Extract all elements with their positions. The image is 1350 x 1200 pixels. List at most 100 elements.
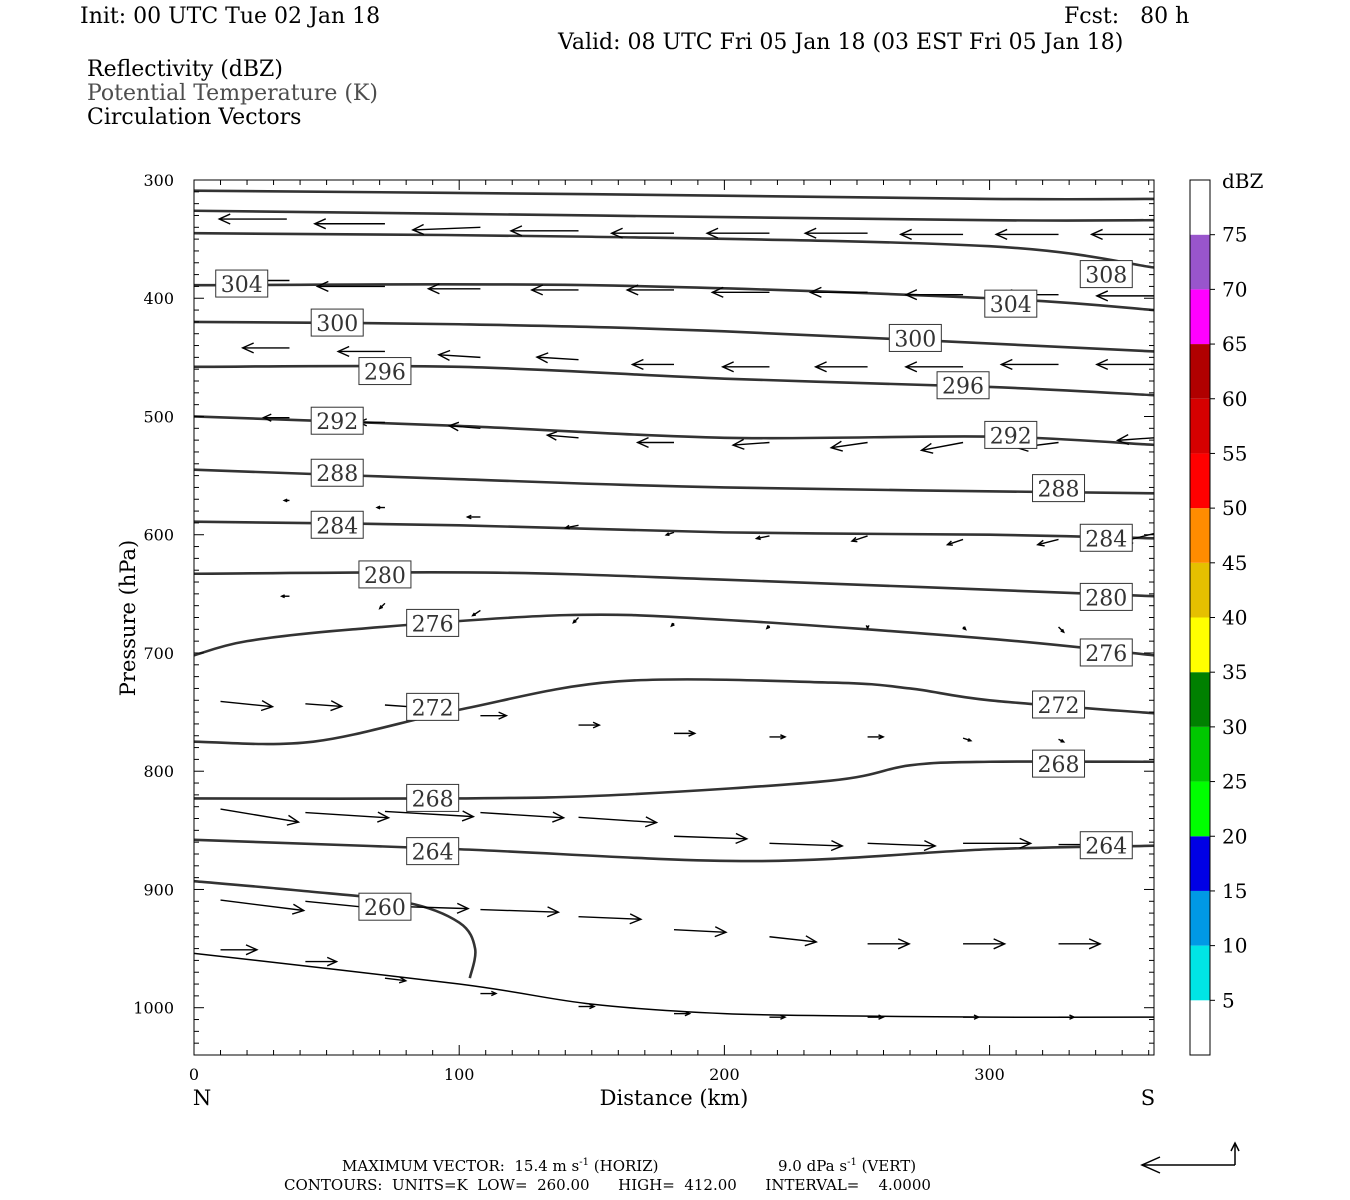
contour-label-text: 308	[1085, 264, 1127, 289]
circulation-vector	[850, 535, 868, 543]
circulation-vector	[754, 535, 770, 541]
vector-head	[688, 729, 697, 737]
circulation-vector	[220, 808, 301, 826]
contour-label-text: 292	[316, 410, 358, 435]
vector-head	[904, 361, 918, 373]
vector-shaft	[438, 354, 481, 359]
contour-label-box	[1079, 831, 1133, 860]
contour-label-276: 276	[406, 608, 460, 637]
tick-layer: 300 400 500 600 700 800 900 1000 0 100 200 300	[133, 171, 1154, 1084]
vector-head	[1115, 434, 1130, 446]
vector-head	[217, 213, 231, 225]
contour-label-box	[1079, 260, 1133, 289]
contour-label-box	[215, 269, 269, 298]
vector-head	[437, 349, 451, 362]
isentrope-276	[194, 613, 1154, 657]
colorbar-swatch	[1190, 289, 1210, 345]
circulation-vector	[465, 514, 481, 520]
footer-vert-vector: 9.0 dPa s-1 (VERT)	[778, 1157, 917, 1175]
contour-label-296: 296	[358, 357, 412, 386]
vector-head	[850, 536, 858, 543]
contour-label-box	[310, 510, 364, 539]
contour-label-272: 272	[406, 692, 460, 721]
contour-label-text: 268	[412, 787, 454, 812]
vector-head	[780, 734, 787, 740]
circulation-vector	[674, 1010, 692, 1017]
circulation-vector	[480, 990, 498, 997]
contour-label-text: 288	[1038, 478, 1080, 503]
contour-label-box	[406, 692, 460, 721]
vector-head	[923, 839, 937, 852]
vector-shaft	[305, 811, 389, 819]
valid-time: Valid: 08 UTC Fri 05 Jan 18 (03 EST Fri …	[558, 30, 1124, 55]
vector-head	[456, 902, 470, 914]
circulation-vector	[813, 361, 868, 373]
vector-head	[803, 227, 817, 239]
vector-head	[465, 514, 472, 520]
circulation-vector	[447, 421, 481, 432]
vector-head	[878, 1014, 885, 1020]
init-time: Init: 00 UTC Tue 02 Jan 18	[80, 4, 381, 29]
vector-head	[552, 811, 566, 823]
circulation-vector	[674, 729, 697, 737]
circulation-vector	[994, 228, 1059, 240]
y-tick-label: 500	[143, 407, 174, 426]
vector-head	[546, 906, 561, 918]
contour-label-300: 300	[888, 323, 942, 352]
colorbar-swatch	[1190, 453, 1210, 509]
contour-label-layer: 3043002962922882842802762722682642603083…	[215, 260, 1133, 921]
vector-shaft	[536, 356, 579, 361]
isentrope-280	[194, 570, 1154, 598]
axis-label-layer: Distance (km) N S Pressure (hPa)	[116, 540, 1155, 1110]
contour-label-text: 284	[316, 514, 358, 539]
isentrope-316	[194, 189, 1154, 201]
vector-shaft	[220, 808, 299, 823]
colorbar-tick-label: 50	[1222, 496, 1247, 520]
vector-shaft	[1117, 437, 1154, 442]
circulation-vector	[769, 839, 844, 852]
contour-label-292: 292	[984, 420, 1038, 449]
circulation-vector	[705, 227, 770, 239]
contour-label-text: 268	[1038, 753, 1080, 778]
colorbar-tick-label: 40	[1222, 606, 1247, 630]
contour-label-box	[310, 406, 364, 435]
isentrope-272	[194, 678, 1154, 746]
circulation-vector	[411, 223, 481, 236]
contour-label-284: 284	[1079, 523, 1133, 552]
colorbar-swatch	[1190, 726, 1210, 782]
contour-label-text: 280	[1085, 586, 1127, 611]
vector-head	[765, 625, 771, 630]
circulation-vector	[625, 284, 674, 296]
vector-head	[664, 532, 670, 536]
x-tick-label: 0	[189, 1065, 199, 1084]
colorbar-tick-label: 55	[1222, 441, 1247, 465]
vector-shaft	[480, 811, 564, 819]
circulation-vector	[769, 1014, 787, 1020]
contour-label-box	[984, 289, 1038, 318]
contour-label-288: 288	[1032, 474, 1086, 503]
circulation-vector	[535, 352, 579, 364]
contour-label-box	[888, 323, 942, 352]
circulation-vector	[1036, 538, 1059, 547]
vector-shaft	[851, 535, 868, 542]
footer-contours: CONTOURS: UNITS=K LOW= 260.00 HIGH= 412.…	[284, 1176, 931, 1194]
vector-shaft	[769, 936, 817, 943]
vector-head	[491, 990, 498, 997]
y-tick-label: 800	[143, 762, 174, 781]
vector-head	[313, 218, 327, 230]
circulation-vector	[904, 361, 964, 373]
circulation-vector	[919, 441, 964, 454]
vector-head	[1019, 837, 1033, 849]
field-label-vectors: Circulation Vectors	[87, 105, 302, 130]
colorbar-tick-label: 70	[1222, 277, 1247, 301]
colorbar-tick-label: 10	[1222, 934, 1247, 958]
circulation-vector	[305, 811, 391, 823]
circulation-vector	[282, 498, 290, 503]
circulation-vector	[480, 906, 561, 918]
vector-head	[878, 734, 885, 740]
colorbar-swatch	[1190, 1000, 1210, 1055]
reference-vector	[1140, 1141, 1240, 1174]
isentrope-308	[194, 231, 1154, 269]
vector-shaft	[449, 425, 481, 430]
